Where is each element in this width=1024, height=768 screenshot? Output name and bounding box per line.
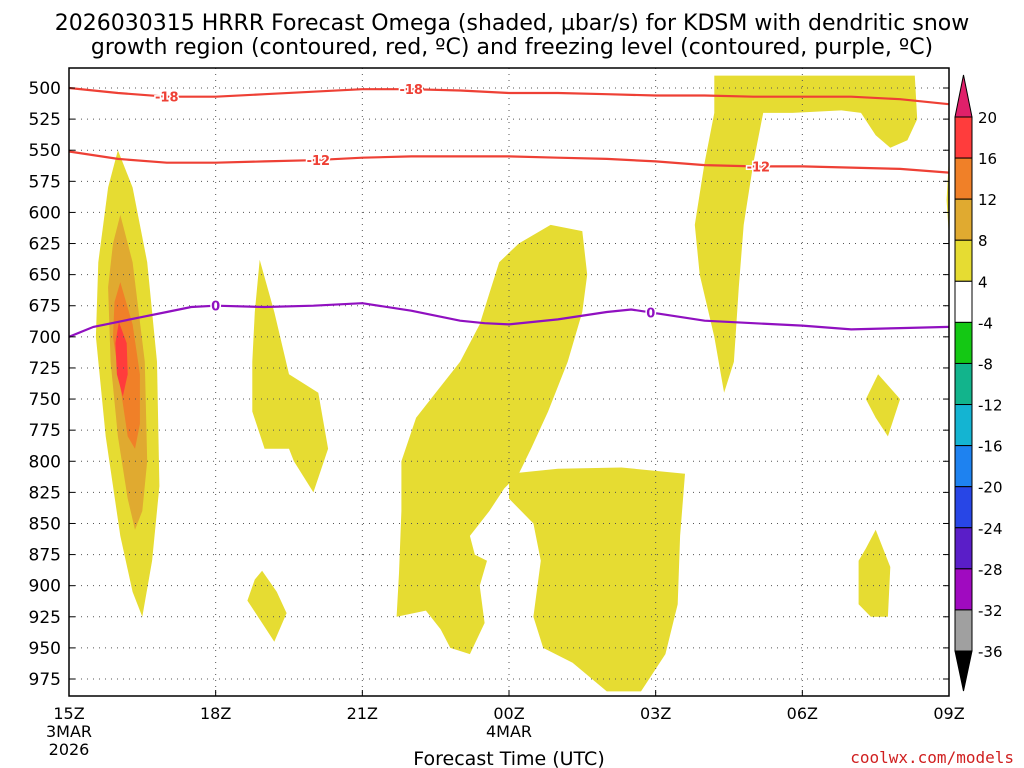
y-tick-label: 500 — [29, 79, 61, 99]
contour-label-3: -12 — [747, 160, 771, 175]
x-tick-label: 15Z — [53, 704, 84, 723]
omega-area-9 — [865, 374, 901, 437]
colorbar-arrow-top — [954, 74, 973, 118]
y-tick-label: 925 — [29, 608, 61, 628]
colorbar-tick-label: -16 — [978, 438, 1003, 456]
y-tick-label: 800 — [29, 452, 61, 472]
title-line-1: 2026030315 HRRR Forecast Omega (shaded, … — [55, 11, 970, 36]
y-tick-label: 725 — [29, 359, 61, 379]
y-tick-label: 950 — [29, 639, 61, 659]
colorbar-tick-label: -28 — [978, 561, 1003, 579]
y-tick-label: 900 — [29, 577, 61, 597]
dendritic-contour-0 — [69, 86, 949, 106]
colorbar-tick-label: 8 — [978, 232, 988, 250]
colorbar-bin — [954, 157, 973, 200]
colorbar-bin — [954, 116, 973, 159]
colorbar-tick-label: 16 — [978, 150, 997, 168]
contour-label-2: -12 — [307, 154, 331, 169]
omega-area-6 — [396, 224, 588, 655]
credit-text: coolwx.com/models — [850, 748, 1014, 767]
colorbar-tick-label: -8 — [978, 355, 993, 373]
contour-label-0: -18 — [155, 91, 179, 106]
omega-area-10 — [858, 529, 891, 617]
freezing-contour-2 — [69, 302, 949, 338]
x-tick-label: 09Z — [933, 704, 964, 723]
x-tick-label: 18Z — [200, 704, 231, 723]
contour-labels: -18 -18 -12 -12 0 0 — [154, 82, 772, 323]
y-tick-label: 750 — [29, 390, 61, 410]
colorbar-tick-label: 12 — [978, 191, 997, 209]
x-tick-year: 2026 — [49, 740, 90, 759]
omega-area-12 — [161, 68, 175, 200]
colorbar-bin — [954, 321, 973, 364]
y-tick-label: 525 — [29, 110, 61, 130]
x-axis-label: Forecast Time (UTC) — [413, 748, 604, 768]
contour-label-4: 0 — [211, 300, 220, 315]
dendritic-contour-1 — [69, 150, 949, 174]
colorbar-bin — [954, 486, 973, 529]
colorbar: 20 16 12 8 4 -4 -8 -12 -16 -20 -24 -28 -32 -36 — [954, 74, 1003, 692]
contour-lines — [69, 86, 949, 338]
colorbar-tick-label: -20 — [978, 479, 1003, 497]
plot-area: -18 -18 -12 -12 0 0 — [68, 67, 950, 697]
y-tick-label: 875 — [29, 546, 61, 566]
omega-area-8 — [694, 75, 918, 393]
y-tick-label: 775 — [29, 421, 61, 441]
colorbar-bin — [954, 445, 973, 488]
omega-shading — [95, 68, 949, 692]
y-tick-label: 850 — [29, 514, 61, 534]
x-tick-date: 4MAR — [486, 722, 532, 741]
y-tick-label: 975 — [29, 670, 61, 690]
y-tick-label: 600 — [29, 203, 61, 223]
omega-area-13 — [360, 68, 365, 83]
colorbar-tick-label: -24 — [978, 520, 1003, 538]
colorbar-bin — [954, 527, 973, 570]
colorbar-tick-label: -32 — [978, 602, 1003, 620]
title-line-2: growth region (contoured, red, ºC) and f… — [91, 35, 933, 60]
colorbar-bin — [954, 362, 973, 406]
colorbar-bin — [954, 280, 973, 323]
colorbar-bin — [954, 609, 973, 652]
colorbar-bin — [954, 239, 973, 282]
y-tick-label: 650 — [29, 266, 61, 286]
colorbar-arrow-bottom — [954, 650, 973, 692]
y-tick-label: 575 — [29, 172, 61, 192]
x-tick-label: 00Z — [493, 704, 524, 723]
omega-area-4 — [252, 259, 329, 493]
y-tick-label: 700 — [29, 328, 61, 348]
omega-area-7 — [509, 467, 685, 692]
x-tick-label: 06Z — [787, 704, 818, 723]
colorbar-bin — [954, 198, 973, 241]
colorbar-bin — [954, 568, 973, 611]
omega-area-5 — [247, 570, 287, 642]
y-tick-label: 625 — [29, 235, 61, 255]
omega-area-11 — [946, 156, 949, 238]
colorbar-tick-label: -36 — [978, 643, 1003, 661]
y-axis: 500 525 550 575 600 625 650 675 700 725 750 775 800 8… — [29, 79, 949, 690]
y-tick-label: 675 — [29, 297, 61, 317]
colorbar-bin — [954, 404, 973, 447]
colorbar-tick-label: 20 — [978, 109, 997, 127]
colorbar-tick-label: -4 — [978, 314, 993, 332]
y-tick-label: 825 — [29, 483, 61, 503]
x-tick-label: 03Z — [640, 704, 671, 723]
x-tick-date: 3MAR — [46, 722, 92, 741]
colorbar-tick-label: -12 — [978, 397, 1003, 415]
contour-label-1: -18 — [399, 83, 423, 98]
x-tick-label: 21Z — [347, 704, 378, 723]
y-tick-label: 550 — [29, 141, 61, 161]
colorbar-tick-label: 4 — [978, 273, 988, 291]
omega-area-3 — [115, 321, 128, 397]
contour-label-5: 0 — [646, 306, 655, 321]
